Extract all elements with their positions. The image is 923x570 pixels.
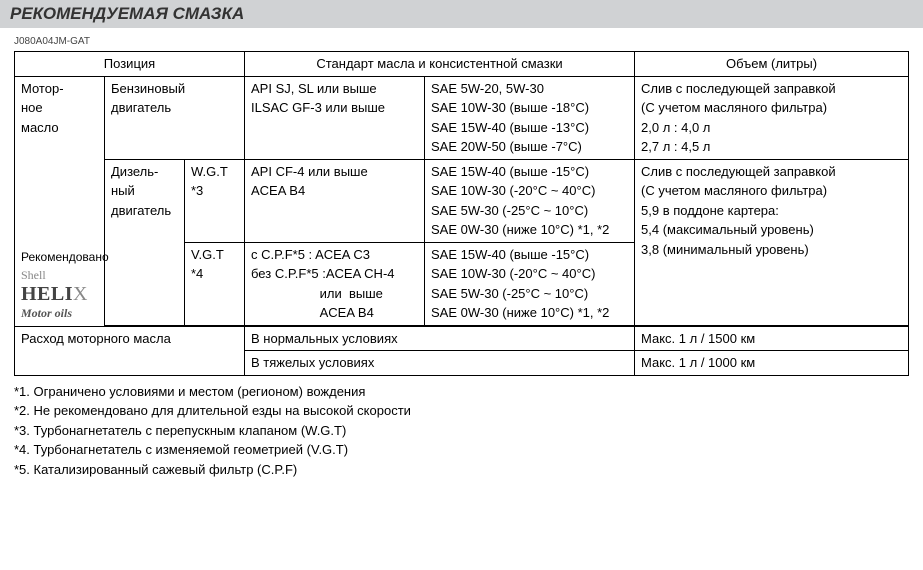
petrol-standard: API SJ, SL или вышеILSAC GF-3 или выше <box>245 76 425 159</box>
page-title: РЕКОМЕНДУЕМАЯ СМАЗКА <box>0 0 923 28</box>
motoroils-text: Motor oils <box>21 304 98 322</box>
petrol-row: Мотор-ноемасло Бензиновыйдвигатель API S… <box>15 76 909 159</box>
wgt-standard: API CF-4 или вышеACEA B4 <box>245 159 425 242</box>
footnote: *5. Катализированный сажевый фильтр (C.P… <box>14 460 909 480</box>
diesel-wgt-row: Дизель-ныйдвигатель W.G.T *3 API CF-4 ил… <box>15 159 909 242</box>
col-position: Позиция <box>15 52 245 77</box>
document-code: J080A04JM-GAT <box>14 36 923 47</box>
vgt-standard: с C.P.F*5 : ACEA C3 без C.P.F*5 :ACEA CH… <box>245 242 425 325</box>
petrol-engine: Бензиновыйдвигатель <box>105 76 245 159</box>
shell-logo-text: Shell <box>21 266 98 284</box>
lubricant-table-wrapper: Позиция Стандарт масла и консистентной с… <box>14 51 909 376</box>
normal-conditions: В нормальных условиях <box>245 326 635 351</box>
col-volume: Объем (литры) <box>635 52 909 77</box>
wgt-label: W.G.T *3 <box>185 159 245 242</box>
hard-volume: Макс. 1 л / 1000 км <box>635 351 909 376</box>
motor-oil-label: Мотор-ноемасло <box>15 76 105 242</box>
diesel-volume: Слив с последующей заправкой(С учетом ма… <box>635 159 909 325</box>
petrol-volume: Слив с последующей заправкой(С учетом ма… <box>635 76 909 159</box>
petrol-sae: SAE 5W-20, 5W-30SAE 10W-30 (выше -18°C)S… <box>425 76 635 159</box>
vgt-sae: SAE 15W-40 (выше -15°C)SAE 10W-30 (-20°C… <box>425 242 635 325</box>
footnote: *4. Турбонагнетатель с изменяемой геомет… <box>14 440 909 460</box>
consumption-normal-row: Расход моторного масла В нормальных усло… <box>15 326 909 351</box>
footnote: *2. Не рекомендовано для длительной езды… <box>14 401 909 421</box>
recommended-label: Рекомендовано <box>21 248 98 266</box>
table-header-row: Позиция Стандарт масла и консистентной с… <box>15 52 909 77</box>
diesel-engine: Дизель-ныйдвигатель <box>105 159 185 325</box>
consumption-label: Расход моторного масла <box>15 326 245 375</box>
col-standard: Стандарт масла и консистентной смазки <box>245 52 635 77</box>
lubricant-table: Позиция Стандарт масла и консистентной с… <box>14 51 909 376</box>
hard-conditions: В тяжелых условиях <box>245 351 635 376</box>
wgt-sae: SAE 15W-40 (выше -15°C)SAE 10W-30 (-20°C… <box>425 159 635 242</box>
normal-volume: Макс. 1 л / 1500 км <box>635 326 909 351</box>
logo-cell: Рекомендовано Shell HELIX Motor oils <box>15 242 105 326</box>
footnote: *1. Ограничено условиями и местом (регио… <box>14 382 909 402</box>
vgt-label: V.G.T *4 <box>185 242 245 325</box>
footnotes: *1. Ограничено условиями и местом (регио… <box>14 382 909 480</box>
footnote: *3. Турбонагнетатель с перепускным клапа… <box>14 421 909 441</box>
helix-logo: HELIX <box>21 284 98 304</box>
